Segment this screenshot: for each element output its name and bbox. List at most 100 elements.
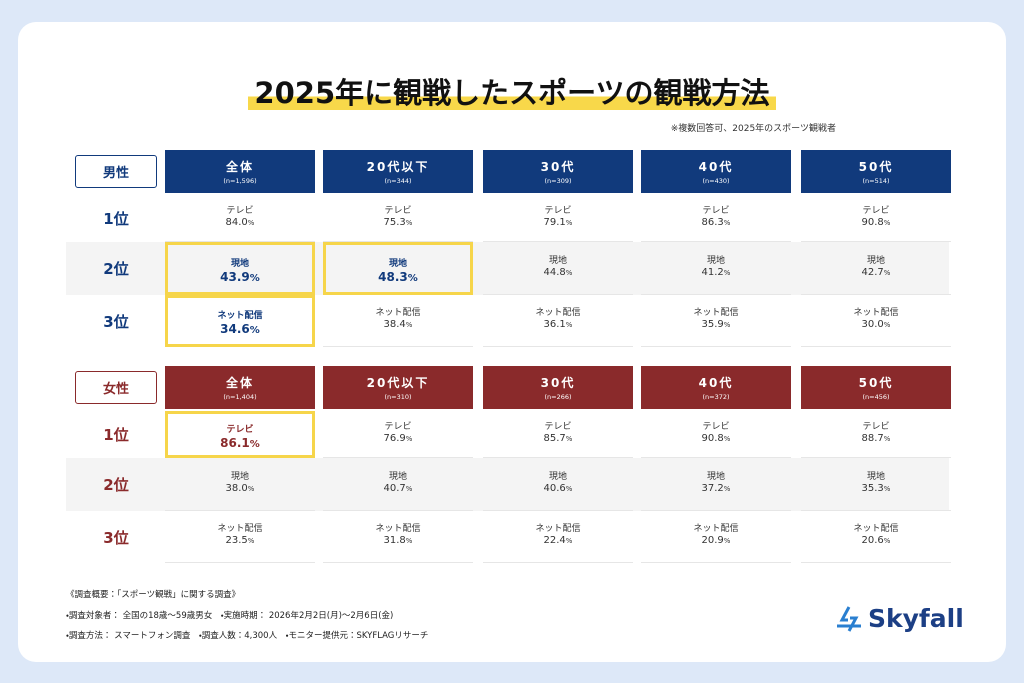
row-background (66, 458, 949, 511)
row-background (66, 195, 949, 242)
row-background (66, 411, 949, 458)
cell: 現地 40.7% (323, 458, 473, 511)
unit: % (405, 484, 413, 493)
column-header: 40代 (n=372) (641, 366, 791, 409)
column-name: 50代 (858, 160, 894, 174)
value: 40.6 (543, 482, 566, 494)
cell-label: テレビ (702, 205, 730, 216)
survey-line: ・調査対象者： 全国の18歳〜59歳男女 ・実施時期： 2026年2月2日(月)… (66, 611, 394, 621)
cell-label: 現地 (548, 471, 567, 482)
cell-value: 75.3% (323, 217, 473, 228)
value: 42.7 (861, 266, 884, 278)
column-n: (n=1,596) (223, 177, 257, 185)
row-background (66, 511, 949, 563)
cell-label: ネット配信 (853, 308, 899, 318)
rank: 2位 (103, 260, 129, 278)
column-name: 全体 (225, 376, 254, 390)
cell: ネット配信 34.6% (165, 295, 315, 347)
unit: % (407, 272, 418, 284)
cell-value: 31.8% (323, 535, 473, 546)
column-header: 50代 (n=456) (801, 366, 951, 409)
value: 23.5 (225, 535, 248, 546)
unit: % (565, 434, 573, 443)
rank: 3位 (103, 312, 129, 331)
column-name: 30代 (540, 160, 576, 174)
unit: % (723, 218, 731, 227)
rank: 3位 (103, 528, 129, 547)
value: 37.2 (701, 482, 724, 494)
column-n: (n=266) (544, 393, 572, 401)
cell: テレビ 90.8% (801, 195, 951, 242)
column-n: (n=456) (862, 393, 890, 401)
column-name: 40代 (698, 160, 734, 174)
cell-value: 34.6% (168, 322, 312, 336)
cell: 現地 40.6% (483, 458, 633, 511)
cell: テレビ 90.8% (641, 411, 791, 458)
column-n: (n=514) (862, 177, 890, 185)
unit: % (723, 321, 731, 329)
cell: テレビ 85.7% (483, 411, 633, 458)
cell-label: テレビ (226, 424, 254, 435)
cell: ネット配信 20.9% (641, 511, 791, 563)
unit: % (405, 218, 413, 227)
cell-label: 現地 (388, 471, 407, 482)
unit: % (405, 537, 413, 545)
cell-value: 20.6% (801, 535, 951, 546)
cell-value: 79.1% (483, 217, 633, 228)
unit: % (405, 321, 413, 329)
cell-value: 38.4% (323, 319, 473, 330)
unit: % (565, 218, 573, 227)
cell-value: 30.0% (801, 319, 951, 330)
cell-label: 現地 (548, 255, 567, 266)
cell: ネット配信 22.4% (483, 511, 633, 563)
cell: テレビ 75.3% (323, 195, 473, 242)
value: 20.9 (701, 535, 724, 546)
unit: % (723, 537, 731, 545)
unit: % (249, 438, 260, 450)
cell: 現地 48.3% (323, 242, 473, 295)
unit: % (723, 268, 731, 277)
column-n: (n=430) (702, 177, 730, 185)
unit: % (249, 325, 260, 336)
value: 84.0 (225, 216, 248, 228)
survey-line: ・調査方法： スマートフォン調査 ・調査人数：4,300人 ・モニター提供元：S… (66, 631, 429, 641)
value: 35.3 (861, 482, 884, 494)
value: 86.1 (220, 435, 250, 450)
value: 36.1 (543, 319, 566, 330)
cell: ネット配信 38.4% (323, 295, 473, 347)
cell-label: ネット配信 (693, 524, 739, 534)
cell-label: ネット配信 (217, 311, 263, 321)
unit: % (723, 434, 731, 443)
cell-label: テレビ (544, 421, 572, 432)
unit: % (883, 268, 891, 277)
cell: 現地 42.7% (801, 242, 951, 295)
value: 38.4 (383, 319, 406, 330)
cell-value: 90.8% (801, 217, 951, 228)
value: 88.7 (861, 432, 884, 444)
cell-label: 現地 (706, 255, 725, 266)
value: 48.3 (378, 269, 408, 284)
brand: Skyfall (868, 604, 964, 633)
value: 43.9 (220, 269, 250, 284)
rank: 1位 (103, 426, 129, 444)
cell: ネット配信 36.1% (483, 295, 633, 347)
cell-label: テレビ (862, 421, 890, 432)
cell-value: 90.8% (641, 433, 791, 444)
column-name: 50代 (858, 376, 894, 390)
section-label: 男性 (75, 155, 157, 188)
cell-value: 86.1% (168, 436, 312, 450)
cell-label: 現地 (866, 471, 885, 482)
value: 85.7 (543, 432, 566, 444)
cell-label: ネット配信 (375, 524, 421, 534)
value: 90.8 (861, 216, 884, 228)
cell-value: 38.0% (165, 483, 315, 494)
value: 41.2 (701, 266, 724, 278)
column-name: 20代以下 (366, 160, 430, 174)
cell: テレビ 86.3% (641, 195, 791, 242)
unit: % (883, 321, 891, 329)
column-name: 全体 (225, 160, 254, 174)
cell-label: ネット配信 (853, 524, 899, 534)
cell-label: ネット配信 (217, 524, 263, 534)
value: 76.9 (383, 432, 406, 444)
